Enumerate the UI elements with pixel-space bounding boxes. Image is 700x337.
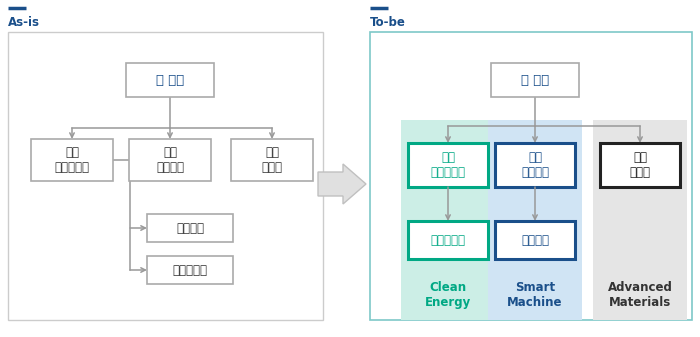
Polygon shape — [318, 164, 366, 204]
Text: 두산
로보틱스: 두산 로보틱스 — [156, 146, 184, 174]
FancyBboxPatch shape — [593, 120, 687, 320]
FancyBboxPatch shape — [370, 32, 692, 320]
FancyBboxPatch shape — [147, 214, 233, 242]
Text: 두산퓨얼셈: 두산퓨얼셈 — [430, 234, 466, 246]
Text: 두산
에너빌리티: 두산 에너빌리티 — [430, 151, 466, 179]
FancyBboxPatch shape — [495, 143, 575, 187]
FancyBboxPatch shape — [495, 221, 575, 259]
Text: 두산
테스나: 두산 테스나 — [629, 151, 650, 179]
Text: 두산밥캓: 두산밥캓 — [521, 234, 549, 246]
Text: 두산
로보틱스: 두산 로보틱스 — [521, 151, 549, 179]
FancyBboxPatch shape — [408, 221, 488, 259]
FancyBboxPatch shape — [491, 63, 579, 97]
FancyBboxPatch shape — [8, 32, 323, 320]
FancyBboxPatch shape — [129, 139, 211, 181]
FancyBboxPatch shape — [600, 143, 680, 187]
Text: Advanced
Materials: Advanced Materials — [608, 281, 673, 309]
Text: ㎜ 두산: ㎜ 두산 — [521, 73, 549, 87]
Text: 두산밥캓: 두산밥캓 — [176, 221, 204, 235]
FancyBboxPatch shape — [408, 143, 488, 187]
Text: To-be: To-be — [370, 16, 406, 29]
Text: ㎜ 두산: ㎜ 두산 — [156, 73, 184, 87]
Text: 두산
에너빌리티: 두산 에너빌리티 — [55, 146, 90, 174]
Text: 두산
테스나: 두산 테스나 — [262, 146, 283, 174]
Text: 두산퓨얼셈: 두산퓨얼셈 — [172, 264, 207, 276]
FancyBboxPatch shape — [31, 139, 113, 181]
FancyBboxPatch shape — [231, 139, 313, 181]
FancyBboxPatch shape — [488, 120, 582, 320]
FancyBboxPatch shape — [126, 63, 214, 97]
Text: Clean
Energy: Clean Energy — [425, 281, 471, 309]
Text: Smart
Machine: Smart Machine — [508, 281, 563, 309]
FancyBboxPatch shape — [147, 256, 233, 284]
Text: As-is: As-is — [8, 16, 40, 29]
FancyBboxPatch shape — [401, 120, 495, 320]
